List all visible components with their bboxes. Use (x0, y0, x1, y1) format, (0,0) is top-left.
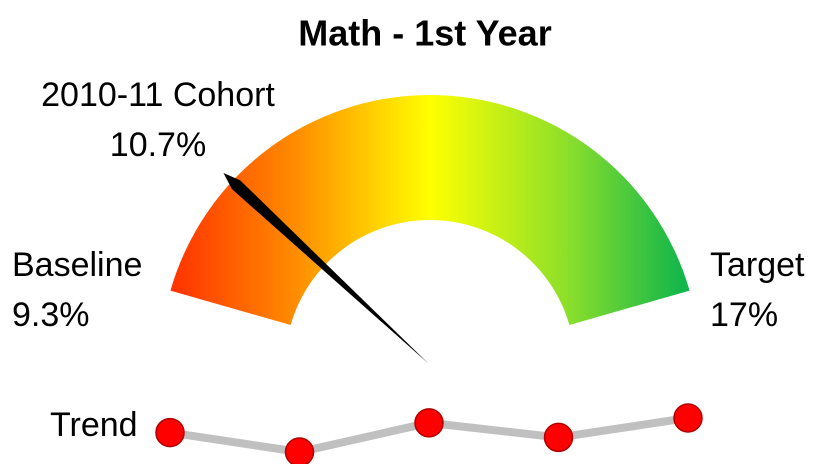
trend-label: Trend (50, 406, 138, 444)
gauge-arc (170, 94, 690, 326)
target-value-label: 17% (710, 296, 778, 334)
needle (223, 173, 429, 364)
cohort-value-label: 10.7% (110, 126, 206, 164)
trend-point (543, 422, 574, 453)
trend-point (414, 408, 444, 438)
baseline-value-label: 9.3% (12, 296, 90, 334)
baseline-label: Baseline (12, 246, 142, 284)
chart-title: Math - 1st Year (298, 13, 551, 54)
cohort-label: 2010-11 Cohort (41, 76, 275, 114)
trend-point (673, 403, 703, 433)
target-label: Target (710, 246, 805, 284)
trend-point (284, 437, 315, 464)
trend-point (155, 417, 185, 448)
